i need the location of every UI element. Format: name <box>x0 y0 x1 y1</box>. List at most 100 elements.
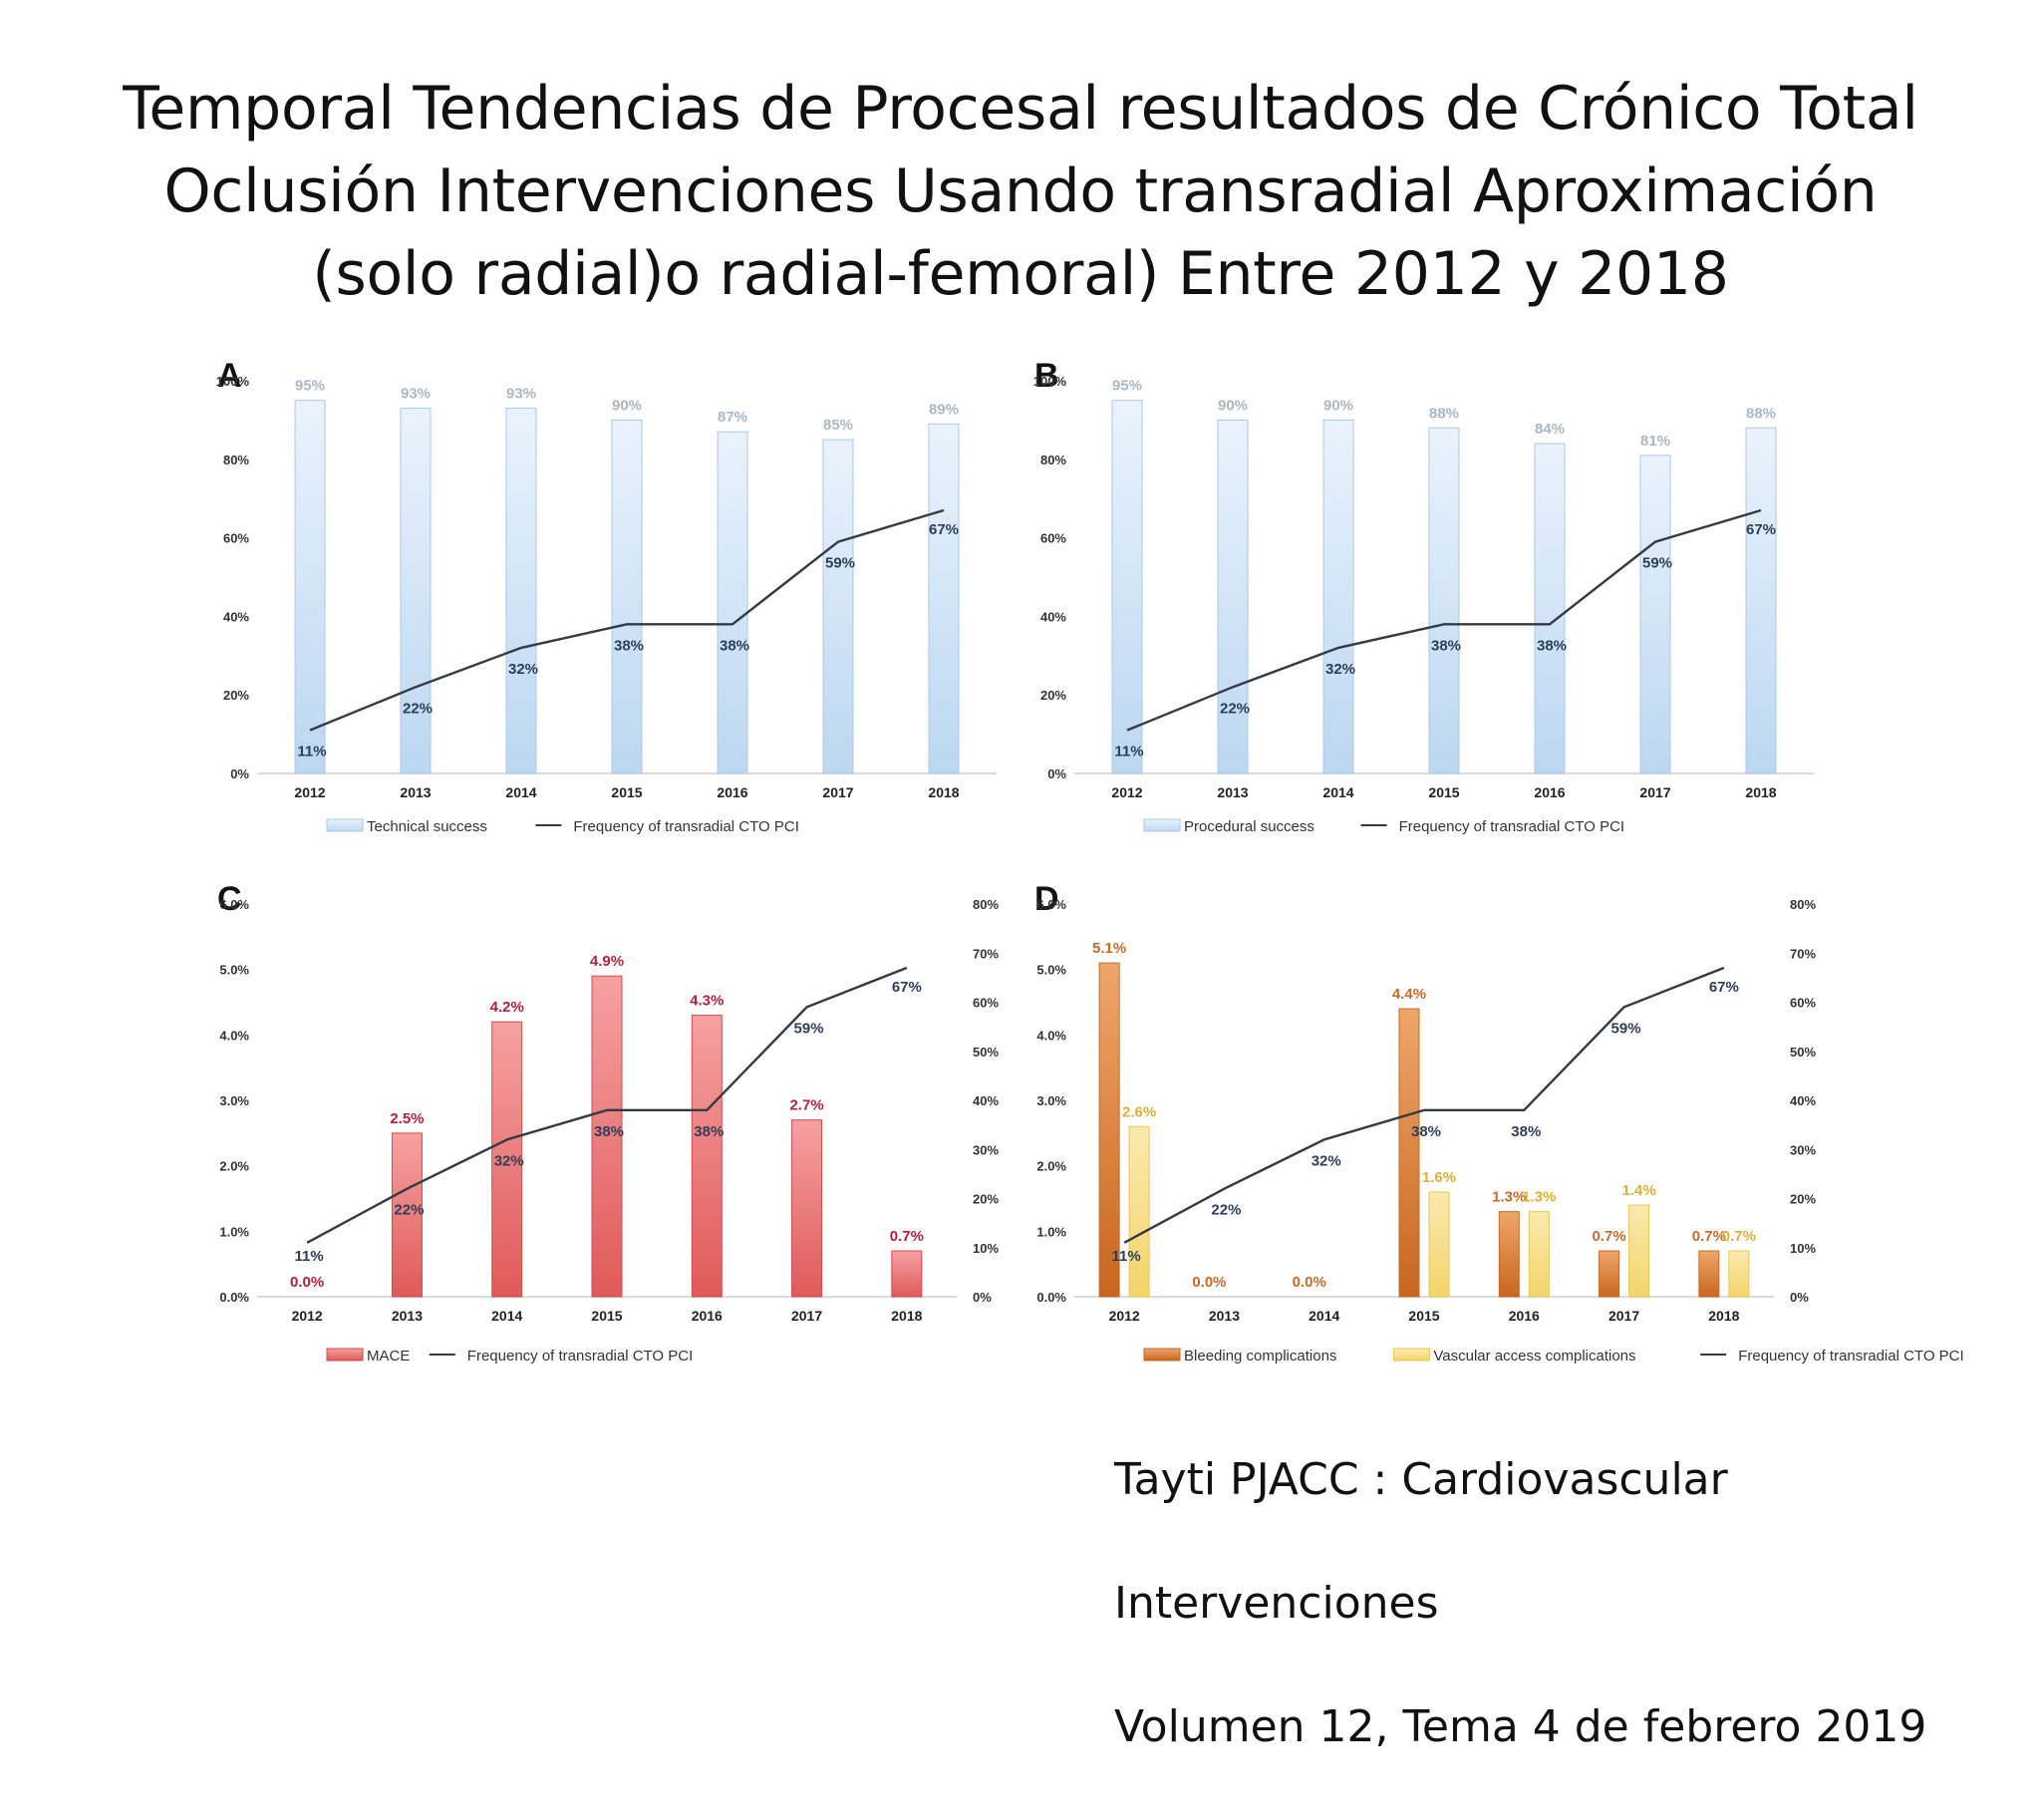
line-value-label: 11% <box>297 744 326 760</box>
x-tick-label: 2012 <box>292 1308 323 1324</box>
bar-value-label: 95% <box>1112 378 1142 395</box>
bar-value-label: 4.3% <box>690 993 724 1010</box>
y2-tick-label: 40% <box>1790 1093 1816 1108</box>
line-value-label: 22% <box>1220 700 1250 717</box>
x-tick-label: 2012 <box>294 784 325 800</box>
bar-vascular-access-complications <box>1128 1125 1150 1298</box>
line-value-label: 11% <box>1114 744 1143 760</box>
chart-svg-c: C 0.0% 1.0% 2.0% 3.0% 4.0% 5.0% 6.0% 0% 10% 20% 30%… <box>217 880 999 1365</box>
y-tick-label: 60% <box>223 531 249 546</box>
bar-value-label: 88% <box>1429 405 1459 422</box>
x-tick-label: 2018 <box>928 784 959 800</box>
x-tick-label: 2014 <box>1309 1308 1339 1324</box>
chart-panel-b: B 0% 20% 40% 60% 80% 100% 2012 2013 2014 2015 2016 2… <box>1017 349 1814 847</box>
line-value-label: 67% <box>1709 979 1739 996</box>
line-value-label: 11% <box>1112 1248 1141 1265</box>
x-tick-label: 2017 <box>791 1308 822 1324</box>
bar-mace <box>491 1021 523 1298</box>
legend-label: Technical success <box>367 818 487 835</box>
y-tick-label: 20% <box>223 688 249 703</box>
y-tick-label: 0% <box>1047 766 1066 781</box>
y2-tick-label: 20% <box>1790 1192 1816 1207</box>
line-value-label: 59% <box>825 555 855 572</box>
y2-tick-label: 50% <box>973 1045 999 1060</box>
bar-value-label: 93% <box>506 386 536 403</box>
bar-value-label: 93% <box>401 386 431 403</box>
bar-value-label: 87% <box>718 409 747 426</box>
bar-value-label: 81% <box>1640 433 1670 450</box>
bar-bleeding-complications <box>1599 1250 1620 1298</box>
bar-value-label: 1.3% <box>1492 1189 1526 1206</box>
line-value-label: 38% <box>594 1123 624 1140</box>
y2-tick-label: 0% <box>1790 1290 1809 1305</box>
y2-tick-label: 10% <box>1790 1241 1816 1256</box>
line-frequency-transradial-cto-pci <box>306 966 908 1244</box>
citation-line-3: Volumen 12, Tema 4 de febrero 2019 <box>1114 1701 1927 1752</box>
bar-vascular-access-complications <box>1628 1204 1650 1298</box>
line-value-label: 67% <box>892 979 922 996</box>
line-value-label: 67% <box>929 521 959 538</box>
bar-bleeding-complications <box>1698 1250 1720 1298</box>
bar-procedural-success <box>1745 427 1777 774</box>
bar-mace <box>791 1119 823 1298</box>
line-value-label: 11% <box>295 1248 324 1265</box>
line-frequency-transradial-cto-pci <box>309 508 945 732</box>
x-tick-label: 2015 <box>1428 784 1459 800</box>
y-tick-label: 60% <box>1040 531 1066 546</box>
y-tick-label: 2.0% <box>1036 1159 1066 1174</box>
x-tick-label: 2015 <box>591 1308 622 1324</box>
y-tick-label: 80% <box>1040 453 1066 467</box>
line-value-label: 32% <box>1325 661 1355 678</box>
legend-swatch <box>1143 1348 1181 1362</box>
y-tick-label: 2.0% <box>219 1159 249 1174</box>
bar-value-label: 0.0% <box>290 1274 324 1291</box>
bar-value-label: 95% <box>295 378 325 395</box>
y-tick-label: 40% <box>1040 609 1066 624</box>
legend-label: MACE <box>367 1348 410 1365</box>
y2-tick-label: 40% <box>973 1093 999 1108</box>
line-value-label: 59% <box>1611 1020 1641 1037</box>
bar-vascular-access-complications <box>1728 1250 1750 1298</box>
bar-value-label: 4.9% <box>590 953 624 970</box>
bar-value-label: 88% <box>1746 405 1776 422</box>
line-value-label: 22% <box>394 1202 424 1219</box>
bar-value-label: 2.7% <box>789 1097 823 1114</box>
bar-technical-success <box>294 400 326 774</box>
chart-panel-d: D 0.0% 1.0% 2.0% 3.0% 4.0% 5.0% 6.0% 0% 10% 20% 30%… <box>1017 872 1964 1370</box>
bar-technical-success <box>505 408 537 774</box>
y-tick-label: 4.0% <box>219 1028 249 1043</box>
y2-tick-label: 70% <box>1790 946 1816 961</box>
bar-mace <box>391 1132 423 1298</box>
legend-label: Frequency of transradial CTO PCI <box>467 1348 693 1365</box>
panel-letter-a: A <box>217 357 242 395</box>
panel-letter-d: D <box>1034 880 1059 918</box>
line-value-label: 32% <box>494 1152 524 1169</box>
chart-panel-a: A 0% 20% 40% 60% 80% 100% 2012 2013 2014 2015 2016 2… <box>199 349 997 847</box>
bar-value-label: 84% <box>1535 421 1565 438</box>
y-tick-label: 4.0% <box>1036 1028 1066 1043</box>
x-tick-label: 2016 <box>717 784 747 800</box>
bar-procedural-success <box>1322 419 1354 774</box>
bar-technical-success <box>822 439 854 774</box>
x-tick-label: 2016 <box>692 1308 723 1324</box>
legend-label: Frequency of transradial CTO PCI <box>1738 1348 1963 1365</box>
x-tick-label: 2012 <box>1111 784 1142 800</box>
bar-mace <box>691 1015 723 1298</box>
line-value-label: 22% <box>403 700 433 717</box>
y2-tick-label: 30% <box>973 1142 999 1157</box>
x-tick-label: 2017 <box>1608 1308 1639 1324</box>
bar-value-label: 2.6% <box>1122 1103 1156 1120</box>
bar-procedural-success <box>1639 455 1671 774</box>
bar-mace <box>591 975 623 1298</box>
bar-bleeding-complications <box>1498 1211 1520 1298</box>
line-value-label: 38% <box>1411 1123 1441 1140</box>
bar-value-label: 89% <box>929 401 959 418</box>
y-tick-label: 0% <box>230 766 249 781</box>
bar-value-label: 0.7% <box>1592 1228 1625 1245</box>
line-value-label: 59% <box>1642 555 1672 572</box>
y2-tick-label: 0% <box>973 1290 992 1305</box>
bar-procedural-success <box>1111 400 1143 774</box>
bar-bleeding-complications <box>1398 1008 1420 1298</box>
y-tick-label: 0.0% <box>1036 1290 1066 1305</box>
x-tick-label: 2013 <box>1209 1308 1240 1324</box>
